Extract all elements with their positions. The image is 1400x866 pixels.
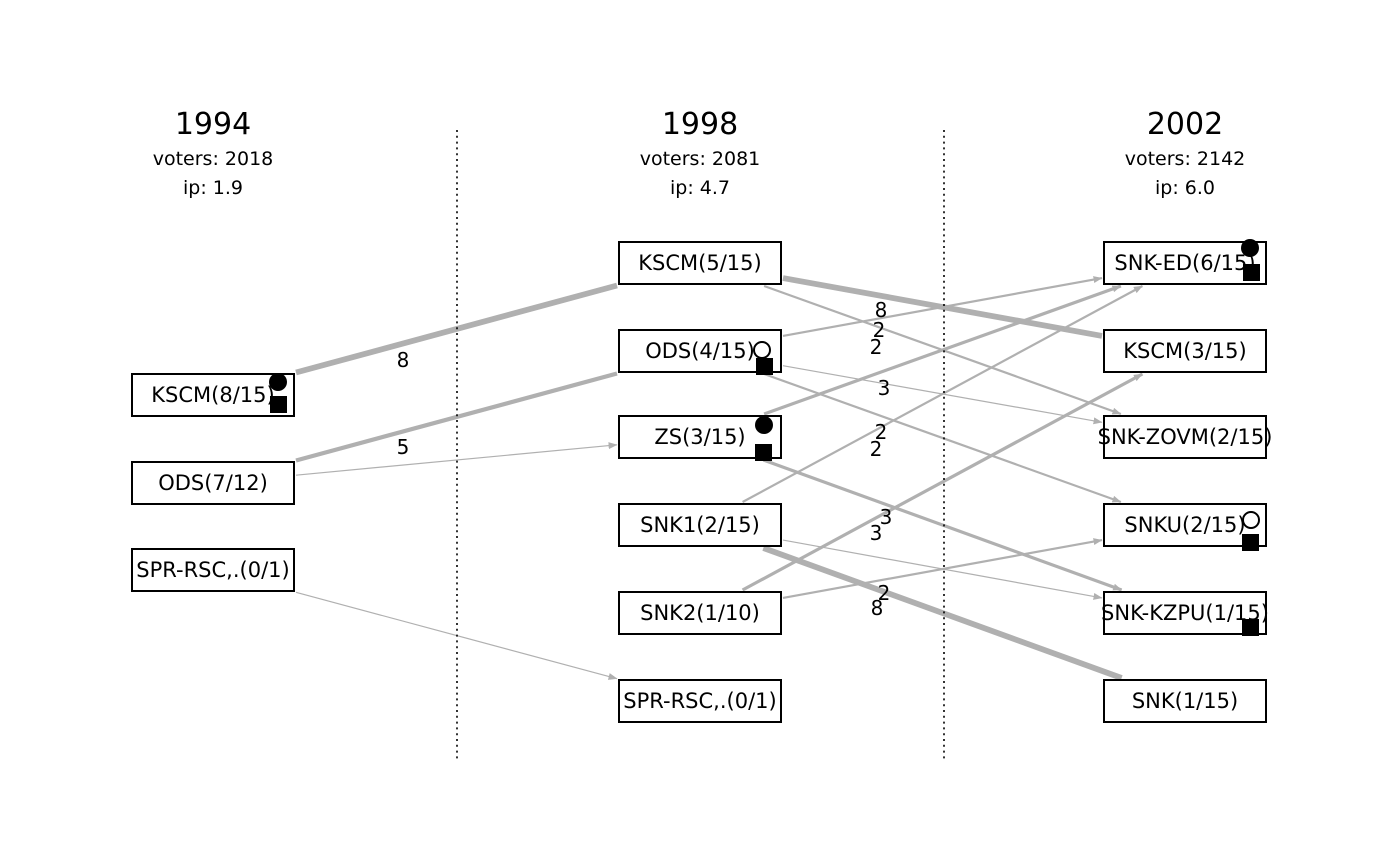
- flow-edge-ODS94-ZS98: [295, 442, 618, 476]
- filled-circle-marker: [1241, 239, 1259, 257]
- voters-count: voters: 2081: [639, 148, 761, 170]
- edge-weight-label-SNK198-SNK02: 8: [870, 596, 884, 620]
- flow-edge-SNK198-SNK02: [762, 545, 1123, 681]
- voters-count: voters: 2018: [152, 148, 274, 170]
- open-circle-marker: [1242, 511, 1260, 529]
- party-label: SNK-KZPU(1/15): [1101, 600, 1269, 625]
- party-label: KSCM(5/15): [638, 250, 762, 275]
- party-box-KSCM98: KSCM(5/15): [618, 241, 782, 285]
- edge-weight-label-SNK298-SNKU02: 2: [877, 581, 891, 605]
- party-label: SNK-ZOVM(2/15): [1097, 424, 1273, 449]
- party-box-ODS94: ODS(7/12): [131, 461, 295, 505]
- party-box-SNKED02: SNK-ED(6/15): [1103, 241, 1267, 285]
- party-box-SNKZOVM02: SNK-ZOVM(2/15): [1098, 415, 1272, 459]
- filled-square-marker: [269, 395, 287, 413]
- party-box-SPR98: SPR-RSC,.(0/1): [618, 679, 782, 723]
- party-box-SNK02: SNK(1/15): [1103, 679, 1267, 723]
- edge-weight-label-KSCM94-KSCM98: 8: [396, 348, 410, 372]
- party-box-KSCM94: KSCM(8/15): [131, 373, 295, 417]
- flow-edge-SNK198-SNKED02: [742, 285, 1143, 503]
- flow-edge-ODS98-SNKU02: [763, 372, 1122, 504]
- flow-edge-ODS94-ODS98: [295, 371, 618, 463]
- year-title: 1994: [174, 107, 252, 142]
- edge-weight-label-KSCM98-KSCM02: 8: [874, 298, 888, 322]
- year-title: 1998: [661, 107, 739, 142]
- party-label: ODS(4/15): [645, 338, 755, 363]
- column-header-2002: 2002 voters: 2142 ip: 6.0: [1025, 110, 1345, 198]
- filled-circle-marker: [269, 373, 287, 391]
- year-title: 2002: [1146, 107, 1224, 142]
- party-label: SNK-ED(6/15): [1114, 250, 1256, 275]
- edge-weight-label-ODS98-SNKED02: 2: [872, 318, 886, 342]
- party-label: ODS(7/12): [158, 470, 268, 495]
- edge-weight-label-SNK198-SNKED02: 2: [869, 437, 883, 461]
- edge-weight-label-ZS98-SNKED02: 3: [877, 376, 891, 400]
- party-box-SNKU02: SNKU(2/15): [1103, 503, 1267, 547]
- party-label: SNK(1/15): [1131, 688, 1239, 713]
- party-label: SPR-RSC,.(0/1): [623, 688, 777, 713]
- flow-edge-ZS98-SNKKZPU02: [762, 458, 1123, 592]
- filled-square-marker: [1241, 533, 1259, 551]
- ip-value: ip: 1.9: [183, 177, 243, 199]
- party-box-SNKKZPU02: SNK-KZPU(1/15): [1101, 591, 1269, 635]
- ip-value: ip: 6.0: [1155, 177, 1215, 199]
- filled-square-marker: [1242, 263, 1260, 281]
- filled-square-marker: [1241, 618, 1259, 636]
- party-box-SNK198: SNK1(2/15): [618, 503, 782, 547]
- party-label: SNKU(2/15): [1124, 512, 1246, 537]
- party-label: KSCM(3/15): [1123, 338, 1247, 363]
- edge-weight-label-ZS98-SNKKZPU02: 3: [879, 505, 893, 529]
- open-circle-marker: [753, 341, 771, 359]
- edge-weight-label-SNK298-KSCM02: 3: [869, 521, 883, 545]
- filled-square-marker: [755, 357, 773, 375]
- edge-weight-label-KSCM98-SNKZOVM02: 2: [869, 335, 883, 359]
- edge-weight-label-ODS98-SNKU02: 2: [874, 420, 888, 444]
- column-header-1998: 1998 voters: 2081 ip: 4.7: [540, 110, 860, 198]
- party-label: ZS(3/15): [654, 424, 746, 449]
- edge-weight-label-ODS94-ODS98: 5: [396, 435, 410, 459]
- voters-count: voters: 2142: [1124, 148, 1246, 170]
- party-box-KSCM02: KSCM(3/15): [1103, 329, 1267, 373]
- flow-edge-ZS98-SNKED02: [763, 284, 1122, 416]
- column-header-1994: 1994 voters: 2018 ip: 1.9: [53, 110, 373, 198]
- flow-edge-SNK298-KSCM02: [741, 372, 1144, 592]
- filled-circle-marker: [755, 416, 773, 434]
- party-box-SPR94: SPR-RSC,.(0/1): [131, 548, 295, 592]
- ip-value: ip: 4.7: [670, 177, 730, 199]
- party-label: KSCM(8/15): [151, 382, 275, 407]
- filled-square-marker: [754, 443, 772, 461]
- flow-edge-ODS98-SNKED02: [782, 276, 1103, 338]
- party-label: SNK2(1/10): [640, 600, 760, 625]
- flow-edge-SNK298-SNKU02: [782, 538, 1103, 600]
- party-box-SNK298: SNK2(1/10): [618, 591, 782, 635]
- party-label: SPR-RSC,.(0/1): [136, 557, 290, 582]
- party-label: SNK1(2/15): [640, 512, 760, 537]
